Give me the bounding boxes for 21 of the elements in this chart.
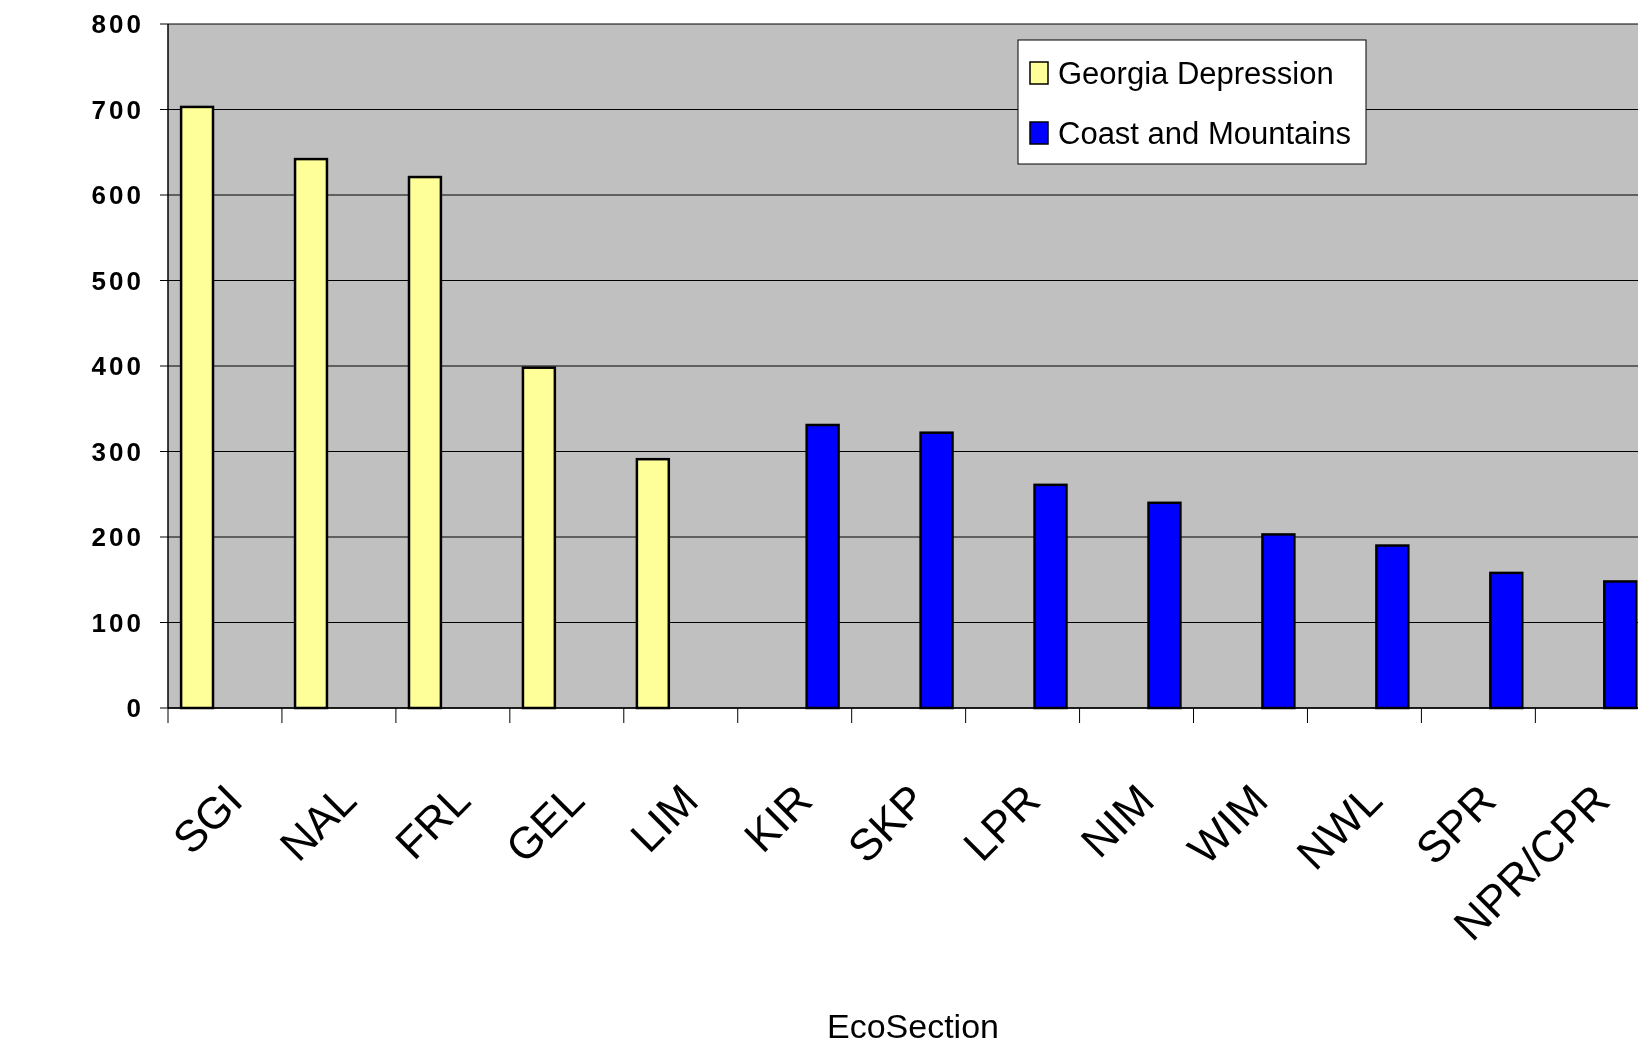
- x-tick-label: NAL: [270, 774, 366, 870]
- y-tick-label: 800: [91, 9, 144, 40]
- y-tick-label: 300: [91, 436, 144, 467]
- x-tick-label: LPR: [953, 774, 1049, 870]
- y-tick-label: 400: [91, 351, 144, 382]
- x-axis-title: EcoSection: [827, 1007, 999, 1045]
- x-tick-label: KIR: [734, 774, 822, 862]
- legend-label: Coast and Mountains: [1058, 115, 1351, 151]
- legend-label: Georgia Depression: [1058, 55, 1334, 91]
- x-tick-label: SGI: [163, 774, 252, 863]
- x-tick-label: SKP: [838, 774, 936, 872]
- x-tick-label: GEL: [496, 774, 594, 872]
- x-tick-label: LIM: [620, 774, 708, 862]
- x-tick-label: FRL: [385, 774, 480, 869]
- y-tick-label: 600: [91, 180, 144, 211]
- y-tick-label: 100: [91, 607, 144, 638]
- y-tick-label: 200: [91, 522, 144, 553]
- y-tick-label: 500: [91, 265, 144, 296]
- x-tick-label: NIM: [1071, 774, 1163, 867]
- y-tick-label: 0: [126, 693, 144, 724]
- y-tick-label: 700: [91, 94, 144, 125]
